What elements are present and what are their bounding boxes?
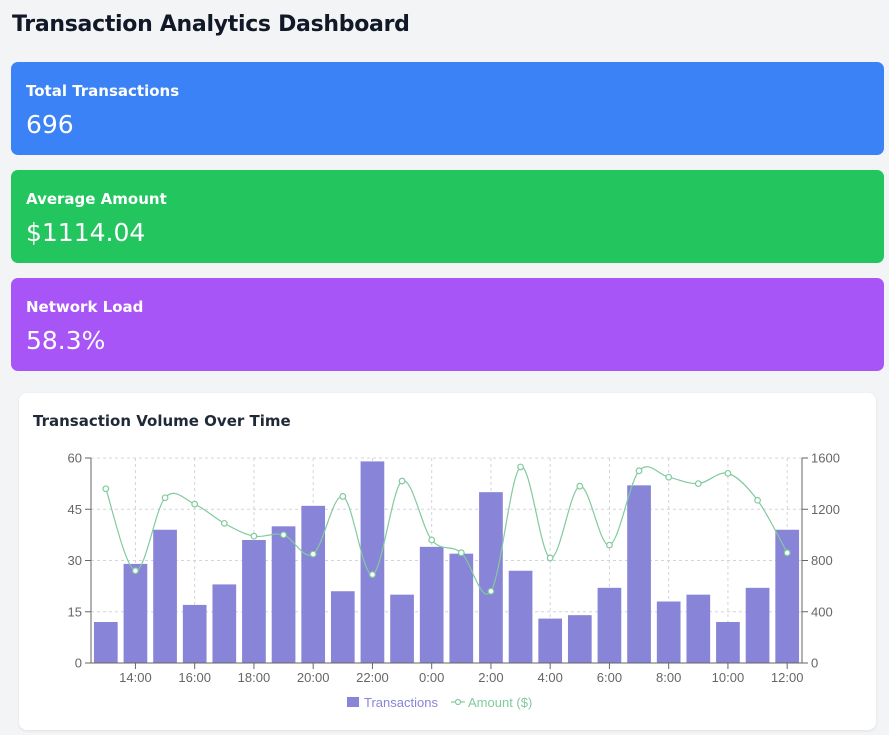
stat-card-network-load: Network Load 58.3%	[11, 278, 884, 371]
point-amount	[309, 550, 317, 558]
point-amount	[220, 519, 228, 527]
bar-transactions	[508, 570, 533, 663]
point-amount	[665, 473, 673, 481]
page-title: Transaction Analytics Dashboard	[12, 12, 410, 37]
legend-label-transactions: Transactions	[364, 695, 438, 710]
x-tick-label: 22:00	[356, 670, 389, 685]
point-amount	[132, 567, 139, 575]
y-tick-label-left: 45	[68, 502, 82, 517]
y-tick-label-left: 15	[68, 604, 82, 619]
bar-transactions	[716, 622, 740, 663]
chart-panel: 0 15 30 45 60 0 400 800 1200 1600 14:00 16:00 18:00 2…	[19, 393, 876, 730]
point-amount	[398, 477, 406, 485]
point-amount	[250, 532, 258, 540]
point-amount	[457, 549, 465, 557]
x-tick-label: 12:00	[771, 670, 804, 685]
stat-card-total-transactions: Total Transactions 696	[11, 62, 884, 155]
stat-label: Total Transactions	[26, 82, 180, 100]
point-amount	[191, 500, 199, 508]
point-amount	[161, 494, 169, 502]
x-tick-label: 0:00	[419, 670, 444, 685]
bar-transactions	[479, 492, 503, 663]
chart-title: Transaction Volume Over Time	[33, 412, 291, 430]
y-tick-label-left: 60	[68, 451, 82, 466]
point-amount	[606, 541, 613, 549]
bar-transactions	[242, 540, 266, 663]
stat-label: Network Load	[26, 298, 144, 316]
point-amount	[369, 571, 376, 578]
point-amount	[517, 463, 524, 471]
point-amount	[487, 587, 495, 595]
bar-transactions	[656, 601, 681, 663]
point-amount	[339, 493, 347, 500]
bar-transactions	[301, 505, 326, 663]
point-amount	[576, 482, 584, 490]
stat-value: 58.3%	[26, 326, 106, 355]
bar-transactions	[93, 622, 118, 663]
point-amount	[102, 485, 110, 493]
bar-transactions	[745, 587, 770, 663]
bar-transactions	[360, 461, 385, 663]
stat-card-average-amount: Average Amount $1114.04	[11, 170, 884, 263]
point-amount	[428, 536, 436, 544]
x-tick-label: 14:00	[119, 670, 152, 685]
bar-transactions	[182, 604, 207, 663]
legend-swatch-transactions	[347, 697, 359, 707]
y-tick-label-right: 0	[811, 656, 818, 671]
x-tick-label: 18:00	[238, 670, 271, 685]
x-tick-label: 10:00	[712, 670, 745, 685]
point-amount	[754, 496, 761, 504]
bar-transactions	[538, 618, 563, 663]
transaction-volume-chart: 0 15 30 45 60 0 400 800 1200 1600 14:00 16:00 18:00 2…	[68, 451, 840, 711]
x-tick-label: 20:00	[297, 670, 330, 685]
stat-label: Average Amount	[26, 190, 167, 208]
legend-label-amount: Amount ($)	[468, 695, 532, 710]
point-amount	[724, 469, 732, 477]
bar-transactions	[153, 529, 177, 663]
x-tick-label: 8:00	[656, 670, 681, 685]
stat-value: $1114.04	[26, 218, 146, 247]
line-amount	[105, 466, 788, 595]
bar-transactions	[775, 529, 800, 663]
bar-transactions	[419, 546, 444, 663]
y-tick-label-left: 30	[68, 553, 82, 568]
y-tick-label-right: 1600	[811, 451, 840, 466]
bar-transactions	[271, 526, 296, 663]
bar-transactions	[330, 591, 355, 663]
bar-transactions	[686, 594, 711, 663]
bar-transactions	[123, 563, 148, 663]
stat-value: 696	[26, 110, 74, 139]
point-amount	[546, 554, 554, 562]
bar-transactions	[449, 553, 474, 663]
bar-transactions	[212, 584, 237, 663]
x-tick-label: 4:00	[538, 670, 563, 685]
x-tick-label: 6:00	[597, 670, 622, 685]
y-tick-label-right: 400	[811, 604, 833, 619]
y-tick-label-right: 1200	[811, 502, 840, 517]
point-amount	[694, 480, 702, 488]
bar-transactions	[597, 587, 622, 663]
y-tick-label-right: 800	[811, 553, 833, 568]
x-tick-label: 16:00	[178, 670, 211, 685]
x-tick-label: 2:00	[478, 670, 503, 685]
bar-transactions	[627, 485, 651, 663]
legend-swatch-amount-dot	[454, 698, 462, 706]
point-amount	[280, 531, 287, 539]
bar-transactions	[390, 594, 414, 663]
y-tick-label-left: 0	[75, 656, 82, 671]
bar-transactions	[567, 615, 592, 663]
point-amount	[635, 467, 643, 475]
point-amount	[783, 549, 791, 557]
